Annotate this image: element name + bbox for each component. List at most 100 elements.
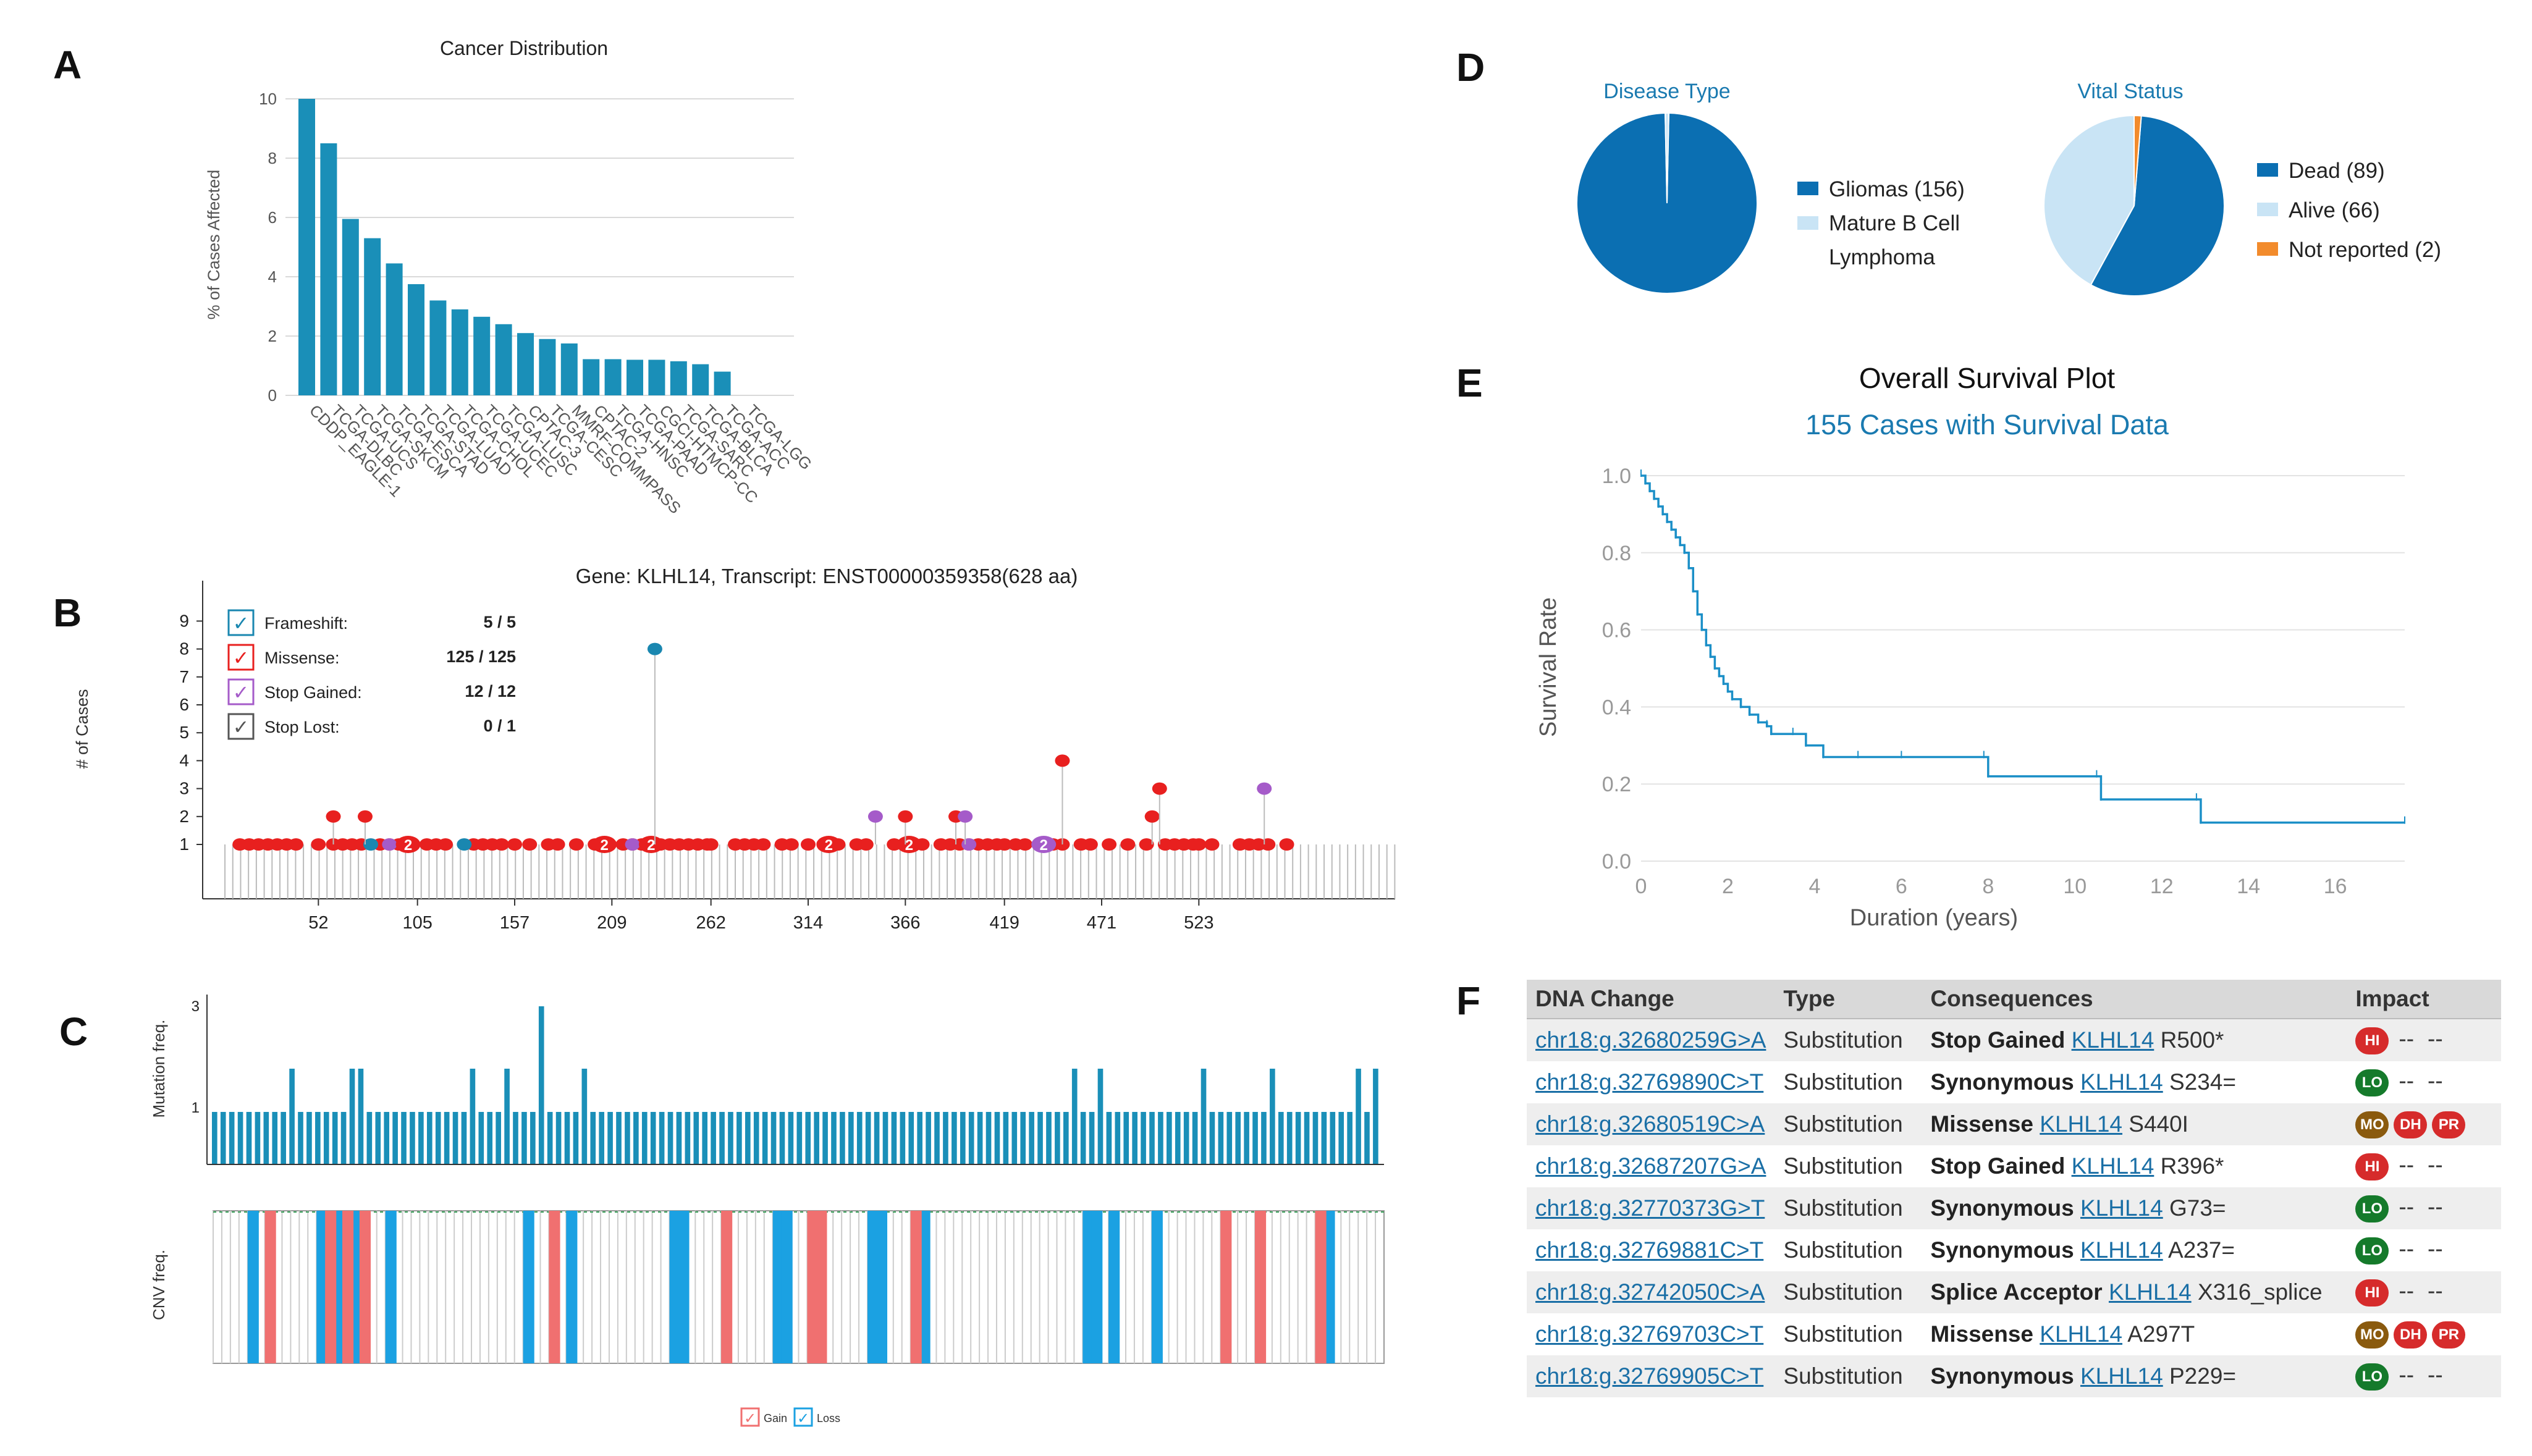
mutation-bar[interactable]: [418, 1112, 424, 1164]
lollipop-head[interactable]: [958, 810, 973, 823]
mutation-bar[interactable]: [745, 1112, 751, 1164]
mutation-bar[interactable]: [1338, 1112, 1344, 1164]
mutation-bar[interactable]: [255, 1112, 261, 1164]
mutation-bar[interactable]: [625, 1112, 630, 1164]
lollipop-head[interactable]: [898, 810, 913, 823]
cnv-loss-bar[interactable]: [350, 1211, 363, 1363]
legend-checkbox[interactable]: [227, 713, 255, 740]
mutation-bar[interactable]: [315, 1112, 321, 1164]
mutation-bar[interactable]: [1261, 1112, 1267, 1164]
missense-mark[interactable]: [1139, 838, 1154, 851]
mutation-bar[interactable]: [1312, 1112, 1319, 1164]
dna-change-link[interactable]: chr18:g.32770373G>T: [1535, 1195, 1765, 1221]
mutation-bar[interactable]: [926, 1112, 931, 1164]
gene-link[interactable]: KLHL14: [2040, 1321, 2122, 1347]
mutation-bar[interactable]: [1167, 1112, 1172, 1164]
mutation-bar[interactable]: [994, 1112, 1000, 1164]
pie-slice[interactable]: [2090, 115, 2225, 297]
mutation-bar[interactable]: [719, 1112, 725, 1164]
missense-mark[interactable]: [507, 838, 522, 851]
dna-change-link[interactable]: chr18:g.32687207G>A: [1535, 1153, 1766, 1179]
lollipop-head[interactable]: [1055, 754, 1070, 767]
cnv-loss-bar[interactable]: [334, 1211, 345, 1363]
multi-case-mark[interactable]: [1031, 836, 1057, 853]
bar[interactable]: [386, 263, 403, 395]
bar[interactable]: [451, 309, 468, 395]
mutation-bar[interactable]: [882, 1112, 888, 1164]
missense-mark[interactable]: [1017, 838, 1032, 851]
bar[interactable]: [408, 284, 424, 395]
lollipop-head[interactable]: [1152, 782, 1167, 795]
mutation-bar[interactable]: [865, 1112, 871, 1164]
header-dna-change[interactable]: DNA Change: [1527, 980, 1775, 1019]
mutation-bar[interactable]: [779, 1112, 785, 1164]
mutation-bar[interactable]: [728, 1112, 733, 1164]
missense-mark[interactable]: [1120, 838, 1136, 851]
cnv-gain-bar[interactable]: [816, 1211, 827, 1363]
stop-gained-mark[interactable]: [382, 838, 397, 851]
stop-gained-mark[interactable]: [961, 838, 977, 851]
bar[interactable]: [692, 364, 709, 395]
bar[interactable]: [495, 324, 512, 395]
mutation-bar[interactable]: [1304, 1112, 1310, 1164]
mutation-bar[interactable]: [900, 1112, 906, 1164]
dna-change-link[interactable]: chr18:g.32742050C>A: [1535, 1279, 1765, 1305]
cnv-loss-bar[interactable]: [669, 1211, 681, 1363]
mutation-bar[interactable]: [1011, 1112, 1018, 1164]
mutation-bar[interactable]: [702, 1112, 708, 1164]
gene-link[interactable]: KLHL14: [2080, 1237, 2163, 1263]
lollipop-head[interactable]: [326, 810, 341, 823]
mutation-bar[interactable]: [530, 1112, 536, 1164]
bar[interactable]: [627, 360, 643, 395]
mutation-bar[interactable]: [401, 1112, 407, 1164]
lollipop-head[interactable]: [867, 810, 883, 823]
loss-checkbox[interactable]: [793, 1407, 813, 1427]
mutation-bar[interactable]: [1115, 1112, 1121, 1164]
mutation-bar[interactable]: [452, 1112, 458, 1164]
header-consequences[interactable]: Consequences: [1922, 980, 2347, 1019]
survival-curve[interactable]: [1641, 474, 2405, 824]
mutation-bar[interactable]: [968, 1112, 974, 1164]
mutation-bar[interactable]: [504, 1069, 510, 1164]
mutation-bar[interactable]: [1321, 1112, 1327, 1164]
mutation-bar[interactable]: [1046, 1112, 1052, 1164]
mutation-bar[interactable]: [770, 1112, 777, 1164]
mutation-bar[interactable]: [607, 1112, 613, 1164]
mutation-bar[interactable]: [435, 1112, 441, 1164]
mutation-bar[interactable]: [1330, 1112, 1336, 1164]
missense-mark[interactable]: [1279, 838, 1294, 851]
dna-change-link[interactable]: chr18:g.32769703C>T: [1535, 1321, 1764, 1347]
legend-checkbox[interactable]: [227, 678, 255, 705]
mutation-bar[interactable]: [1080, 1112, 1086, 1164]
frameshift-mark[interactable]: [457, 838, 472, 851]
mutation-bar[interactable]: [1286, 1112, 1293, 1164]
mutation-bar[interactable]: [917, 1112, 922, 1164]
bar[interactable]: [364, 238, 381, 395]
mutation-bar[interactable]: [1192, 1112, 1198, 1164]
cnv-gain-bar[interactable]: [264, 1211, 276, 1363]
mutation-bar[interactable]: [822, 1112, 828, 1164]
mutation-bar[interactable]: [650, 1112, 656, 1164]
cnv-gain-bar[interactable]: [549, 1211, 560, 1363]
mutation-bar[interactable]: [1097, 1069, 1104, 1164]
mutation-bar[interactable]: [1235, 1112, 1241, 1164]
mutation-bar[interactable]: [1158, 1112, 1163, 1164]
bar[interactable]: [539, 339, 556, 395]
mutation-bar[interactable]: [1364, 1112, 1370, 1164]
bar[interactable]: [429, 300, 447, 395]
dna-change-link[interactable]: chr18:g.32769905C>T: [1535, 1363, 1764, 1389]
mutation-bar[interactable]: [1132, 1112, 1137, 1164]
cnv-gain-bar[interactable]: [325, 1211, 337, 1363]
pie-slice[interactable]: [2133, 114, 2142, 206]
mutation-bar[interactable]: [392, 1112, 398, 1164]
mutation-bar[interactable]: [237, 1112, 243, 1164]
mutation-bar[interactable]: [641, 1112, 648, 1164]
cnv-gain-bar[interactable]: [359, 1211, 371, 1363]
cnv-gain-bar[interactable]: [1315, 1211, 1327, 1363]
cnv-loss-bar[interactable]: [566, 1211, 578, 1363]
mutation-bar[interactable]: [1183, 1112, 1189, 1164]
pie-slice[interactable]: [2043, 114, 2135, 286]
mutation-bar[interactable]: [1106, 1112, 1112, 1164]
multi-case-mark[interactable]: [897, 836, 922, 853]
impact-badge[interactable]: HI: [2355, 1153, 2389, 1180]
